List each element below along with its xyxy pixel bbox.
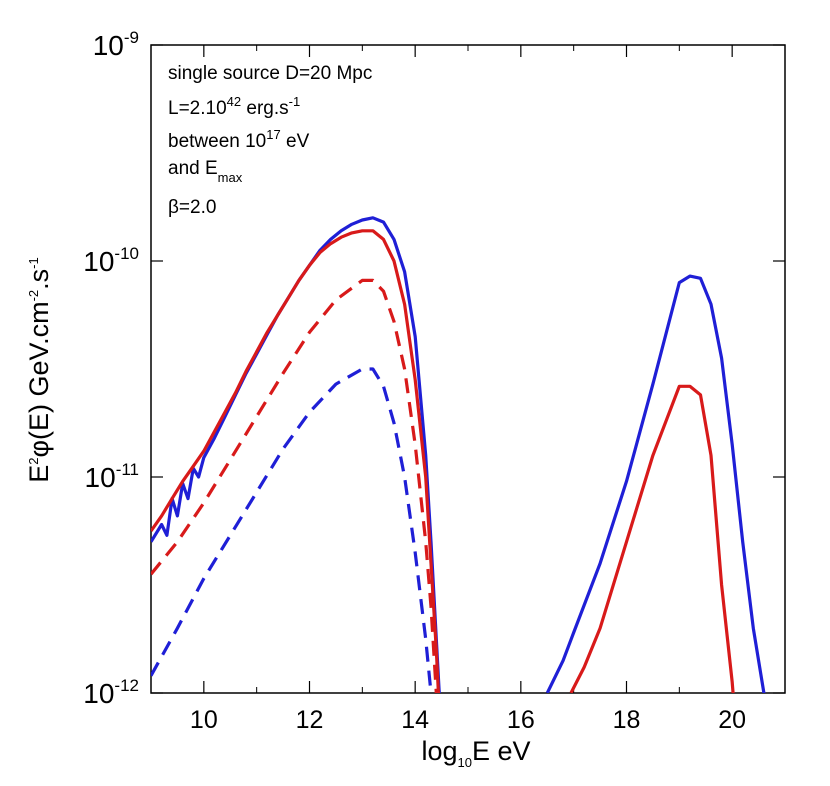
y-tick-label: 10-10 [83, 244, 139, 277]
annotation-box: single source D=20 Mpc L=2.1042 erg.s-1 … [168, 63, 372, 218]
series-blue-solid-high [545, 274, 766, 693]
annotation-luminosity: L=2.1042 erg.s-1 [168, 94, 300, 119]
series-red-dashed-low [151, 278, 438, 693]
axis-ticks [150, 44, 786, 694]
x-tick-label: 12 [296, 706, 324, 734]
x-tick-label: 10 [190, 706, 218, 734]
x-axis-title: log10E eV [421, 736, 530, 770]
x-tick-label: 14 [401, 706, 429, 734]
x-tick-label: 18 [613, 706, 641, 734]
y-tick-label: 10-11 [85, 460, 139, 493]
annotation-source: single source D=20 Mpc [168, 63, 372, 84]
annotation-emax: and Emax [168, 158, 243, 185]
tick-labels: 10 12 14 16 18 20 10-12 10-11 10-10 10-9 [83, 28, 746, 734]
series-red-solid-high [569, 384, 735, 693]
x-tick-label: 16 [507, 706, 535, 734]
x-tick-label: 20 [718, 706, 746, 734]
annotation-beta: β=2.0 [168, 197, 216, 218]
y-tick-label: 10-9 [93, 28, 139, 61]
series-blue-solid-low [151, 216, 441, 693]
series-group [151, 216, 766, 693]
series-red-solid-low [151, 229, 441, 693]
y-tick-label: 10-12 [83, 676, 139, 709]
annotation-energy-range: between 1017 eV [168, 127, 310, 152]
y-axis-title: E2φ(E) GeV.cm-2.s-1 [24, 257, 54, 482]
series-blue-dashed-low [151, 367, 433, 693]
